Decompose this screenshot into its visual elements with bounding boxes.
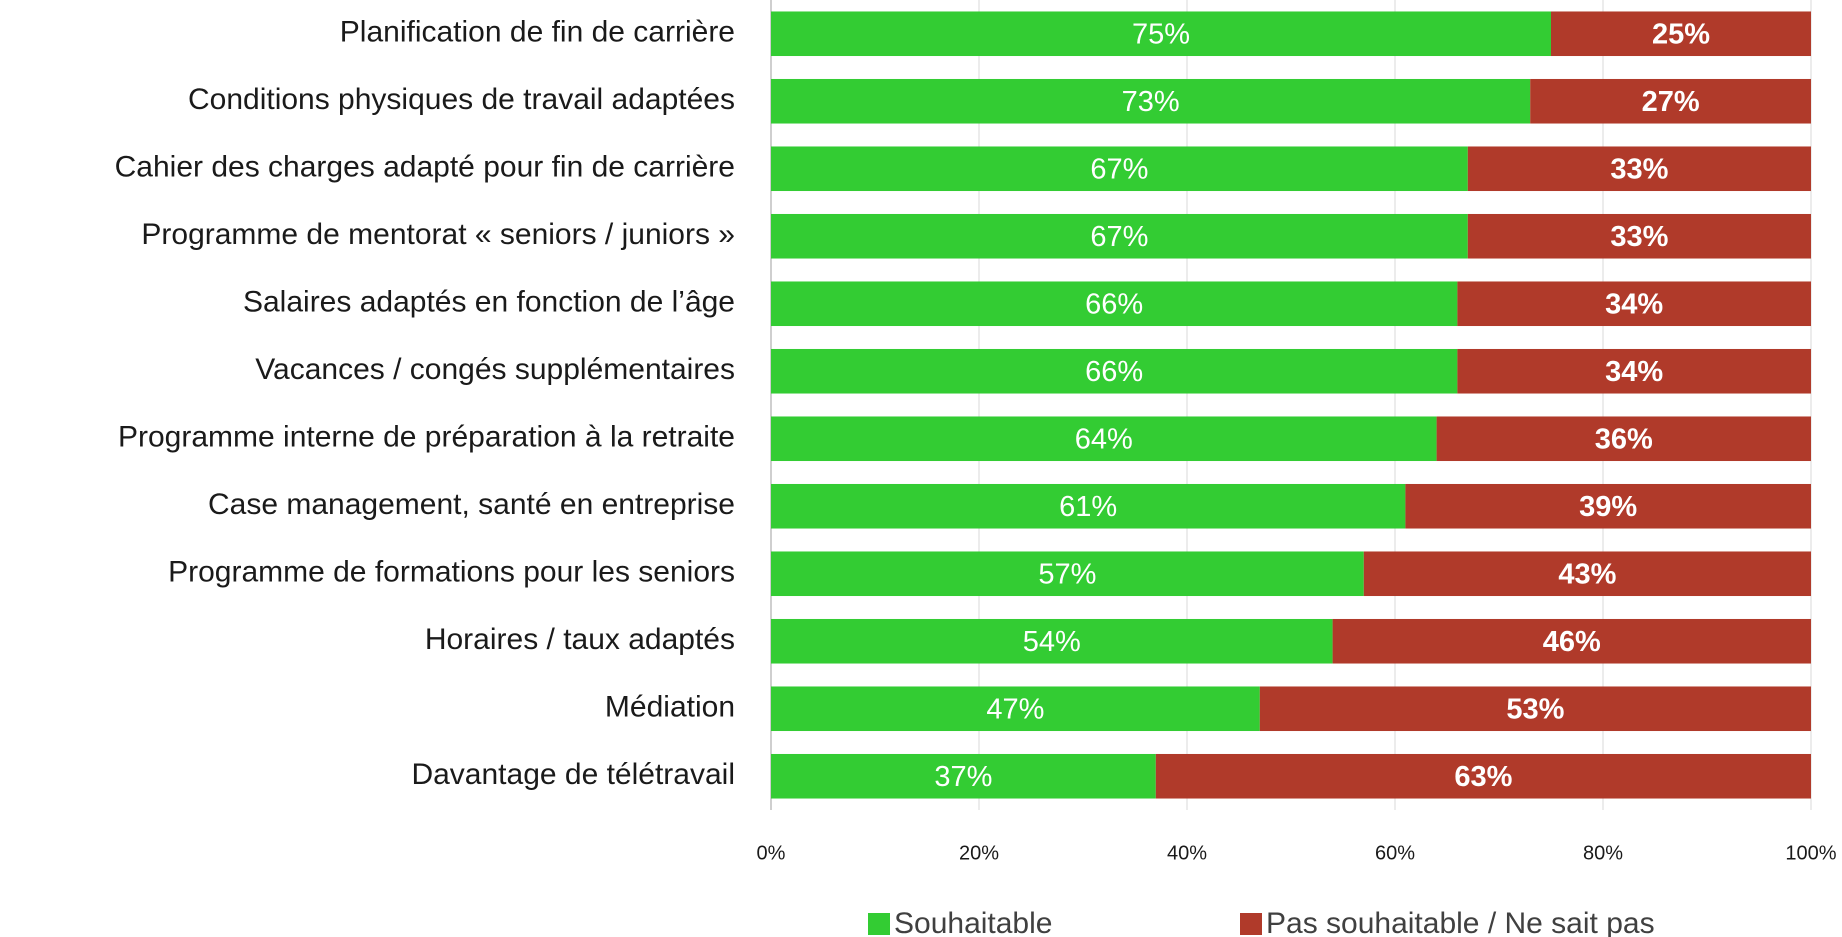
bar-segment: [1457, 281, 1811, 327]
bar-segment: [771, 753, 1156, 799]
category-label: Cahier des charges adapté pour fin de ca…: [115, 151, 735, 184]
x-tick-label: 100%: [1785, 842, 1836, 864]
bar-segment: [1551, 11, 1811, 57]
category-label: Planification de fin de carrière: [340, 16, 735, 49]
bar-segment: [771, 11, 1551, 57]
x-tick-label: 0%: [757, 842, 786, 864]
category-label: Programme de formations pour les seniors: [168, 556, 735, 589]
legend-label: Pas souhaitable / Ne sait pas: [1266, 907, 1655, 937]
category-label: Programme de mentorat « seniors / junior…: [141, 218, 735, 251]
bar-segment: [771, 618, 1333, 664]
bar-segment: [1363, 551, 1811, 597]
category-label: Case management, santé en entreprise: [208, 488, 735, 521]
category-label: Salaires adaptés en fonction de l’âge: [243, 286, 735, 319]
data-label: 47%: [986, 693, 1044, 725]
data-label: 46%: [1543, 626, 1601, 658]
legend-swatch: [1240, 913, 1262, 935]
data-label: 27%: [1642, 86, 1700, 118]
data-label: 33%: [1610, 153, 1668, 185]
bar-segment: [1155, 753, 1811, 799]
data-label: 37%: [934, 761, 992, 793]
category-label: Davantage de télétravail: [411, 758, 735, 791]
data-label: 33%: [1610, 221, 1668, 253]
data-label: 25%: [1652, 18, 1710, 50]
bar-segment: [771, 213, 1468, 259]
category-label: Conditions physiques de travail adaptées: [188, 83, 735, 116]
category-label: Programme interne de préparation à la re…: [118, 421, 735, 454]
bar-segment: [771, 483, 1406, 529]
bar-segment: [1467, 213, 1811, 259]
category-label: Médiation: [605, 691, 735, 724]
data-label: 63%: [1454, 761, 1512, 793]
data-label: 64%: [1075, 423, 1133, 455]
bar-segment: [1436, 416, 1811, 462]
category-label: Horaires / taux adaptés: [425, 623, 735, 656]
data-label: 73%: [1122, 86, 1180, 118]
legend-label: Souhaitable: [894, 907, 1052, 937]
x-tick-label: 80%: [1583, 842, 1623, 864]
bar-segment: [771, 281, 1458, 327]
data-label: 66%: [1085, 356, 1143, 388]
data-label: 61%: [1059, 491, 1117, 523]
bar-segment: [1405, 483, 1811, 529]
bar-segment: [771, 78, 1531, 124]
bar-segment: [771, 551, 1364, 597]
bar-segment: [1259, 686, 1811, 732]
bar-segment: [1530, 78, 1811, 124]
data-label: 53%: [1506, 693, 1564, 725]
bar-segment: [1332, 618, 1811, 664]
data-label: 34%: [1605, 356, 1663, 388]
bar-segment: [771, 348, 1458, 394]
data-label: 67%: [1090, 221, 1148, 253]
data-label: 54%: [1023, 626, 1081, 658]
x-tick-label: 20%: [959, 842, 999, 864]
data-label: 39%: [1579, 491, 1637, 523]
data-label: 34%: [1605, 288, 1663, 320]
bar-segment: [771, 146, 1468, 192]
x-tick-label: 60%: [1375, 842, 1415, 864]
data-label: 75%: [1132, 18, 1190, 50]
data-label: 36%: [1595, 423, 1653, 455]
data-label: 43%: [1558, 558, 1616, 590]
data-label: 67%: [1090, 153, 1148, 185]
x-tick-label: 40%: [1167, 842, 1207, 864]
category-label: Vacances / congés supplémentaires: [255, 353, 735, 386]
legend-swatch: [868, 913, 890, 935]
bar-segment: [771, 416, 1437, 462]
data-label: 57%: [1038, 558, 1096, 590]
data-label: 66%: [1085, 288, 1143, 320]
bar-segment: [1457, 348, 1811, 394]
bar-segment: [1467, 146, 1811, 192]
bar-segment: [771, 686, 1260, 732]
